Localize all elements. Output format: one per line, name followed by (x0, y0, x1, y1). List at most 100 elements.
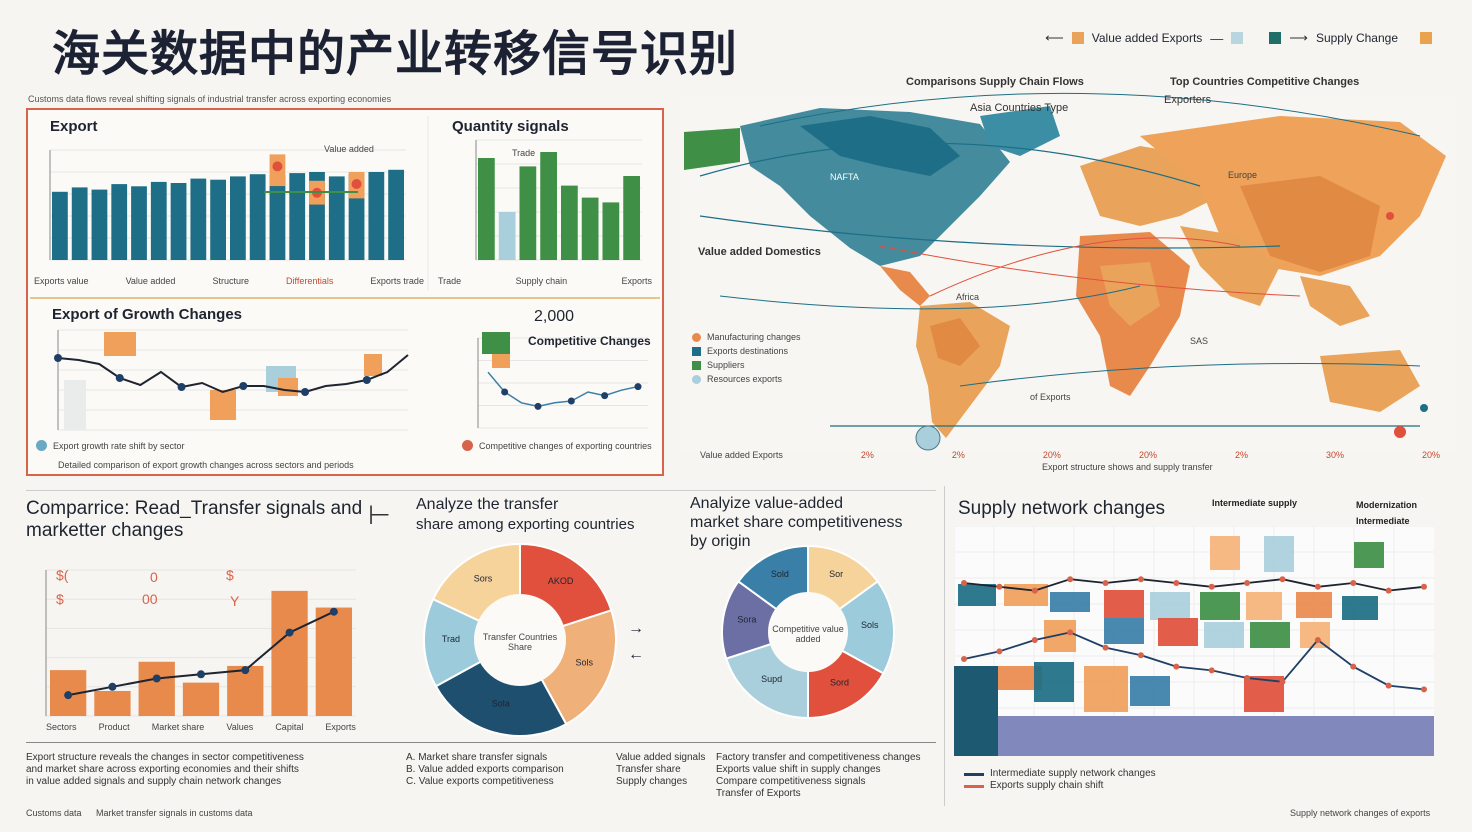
export-note: Value added (324, 144, 374, 154)
data-point (601, 392, 609, 400)
data-point (177, 383, 186, 391)
series-line (963, 578, 1425, 592)
pie-slice (423, 597, 523, 688)
decor-block (482, 332, 510, 354)
data-point (961, 580, 967, 586)
slice-label: Sols (576, 657, 594, 667)
arrow-left-icon: ← (628, 646, 644, 663)
network-node (958, 584, 996, 606)
map-legend-item: Manufacturing changes (692, 332, 801, 342)
data-point (1421, 686, 1427, 693)
pie-slice (806, 580, 895, 675)
x-tick-label: Values (226, 722, 254, 732)
map-tick: Value added Exports (700, 450, 783, 460)
arrow-right-icon: → (628, 620, 644, 637)
x-tick-label: Product (98, 722, 130, 732)
notes-col5: Intermediate supply network changes Expo… (964, 768, 1444, 792)
annotation-text: Y (230, 593, 240, 609)
bar (315, 607, 352, 716)
map-tick: 20% (1421, 450, 1440, 460)
bar (131, 186, 147, 260)
slice-label: Supd (761, 674, 782, 684)
slice-label: Sor (829, 569, 843, 579)
map-bottom-ticks: Value added Exports 2% 2% 20% 20% 2% 30%… (700, 450, 1440, 460)
bar (289, 173, 306, 260)
note-line: Exports supply chain shift (990, 780, 1104, 791)
x-tick-label: Supply chain (515, 276, 568, 286)
quantity-xlabels: Trade Supply chain Exports (438, 276, 652, 286)
network-node (1044, 620, 1076, 652)
x-tick-label: Differentials (286, 276, 334, 286)
map-tick: 2% (860, 450, 874, 460)
data-point (996, 648, 1003, 655)
pie-slice (434, 638, 568, 737)
annotation-text: 0 (150, 569, 158, 585)
data-point (1244, 580, 1251, 586)
competitive-legend: Competitive changes of exporting countri… (462, 440, 652, 451)
map-legend-item: Suppliers (692, 360, 801, 370)
x-tick-label: Exports trade (370, 276, 424, 286)
data-point (1208, 583, 1215, 590)
map-tick: 2% (1234, 450, 1248, 460)
notes-col3: Value added signals Transfer share Suppl… (616, 752, 716, 788)
legend-swatch (1231, 32, 1244, 44)
page-title: 海关数据中的产业转移信号识别 (52, 26, 739, 82)
supply-label-a: Intermediate supply (1212, 498, 1298, 508)
notes-col2: A. Market share transfer signals B. Valu… (406, 752, 606, 788)
map-legend-item: Exports destinations (692, 346, 801, 356)
decor-block (492, 354, 510, 368)
bar (71, 187, 88, 260)
map-label-sub: Asia Countries Type (970, 102, 1069, 114)
growth-legend-label: Export growth rate shift by sector (53, 440, 185, 451)
x-tick-label: Value added (125, 276, 176, 286)
valueadded-title-3: by origin (690, 533, 751, 550)
competitive-legend-label: Competitive changes of exporting countri… (479, 440, 652, 451)
note-line: Compare competitiveness signals (716, 776, 866, 787)
map-tick: 2% (951, 450, 965, 460)
series-line (963, 631, 1425, 691)
data-point (152, 674, 161, 683)
transfer-donut: AKOD Sols Sola Trad Sors Transfer Countries … (420, 540, 620, 740)
bar (271, 590, 308, 716)
data-point (115, 374, 124, 382)
data-point (1067, 576, 1074, 583)
decor-block (278, 378, 298, 396)
data-point (1102, 644, 1109, 651)
data-point (362, 376, 371, 384)
data-point (501, 388, 509, 396)
slice-label: Trad (442, 634, 460, 644)
data-point (285, 628, 294, 637)
export-title: Export (50, 118, 98, 135)
slice-label: AKOD (548, 576, 574, 586)
left-top-panel: Export Value added Exports value Value a… (26, 108, 664, 476)
bar (498, 212, 516, 260)
bar (210, 179, 226, 260)
slice-label: Sors (474, 574, 493, 584)
bar (561, 185, 578, 260)
legend-swatch (1420, 32, 1432, 44)
notes-col4: Factory transfer and competitiveness cha… (716, 752, 936, 800)
data-point (197, 670, 205, 679)
footer-left: Customs data (26, 808, 82, 818)
bar (170, 183, 187, 260)
growth-title: Export of Growth Changes (52, 306, 243, 323)
map-label-mid: of Exports (1030, 392, 1071, 402)
decor-block (210, 390, 236, 420)
slice-label: Sora (737, 614, 756, 624)
bar (52, 191, 68, 260)
data-point (301, 388, 310, 396)
bar (111, 184, 128, 260)
note-line: B. Value added exports comparison (406, 764, 564, 775)
decor-block (364, 354, 382, 376)
network-node (1084, 666, 1128, 712)
data-point (329, 607, 338, 616)
line-swatch (964, 784, 984, 788)
network-node (1246, 592, 1282, 620)
bar (581, 197, 599, 260)
network-node (1250, 622, 1290, 648)
line-swatch (964, 772, 984, 776)
data-point (1279, 576, 1286, 583)
network-node (1150, 592, 1190, 620)
bar (269, 175, 286, 260)
world-map-svg (680, 92, 1456, 452)
